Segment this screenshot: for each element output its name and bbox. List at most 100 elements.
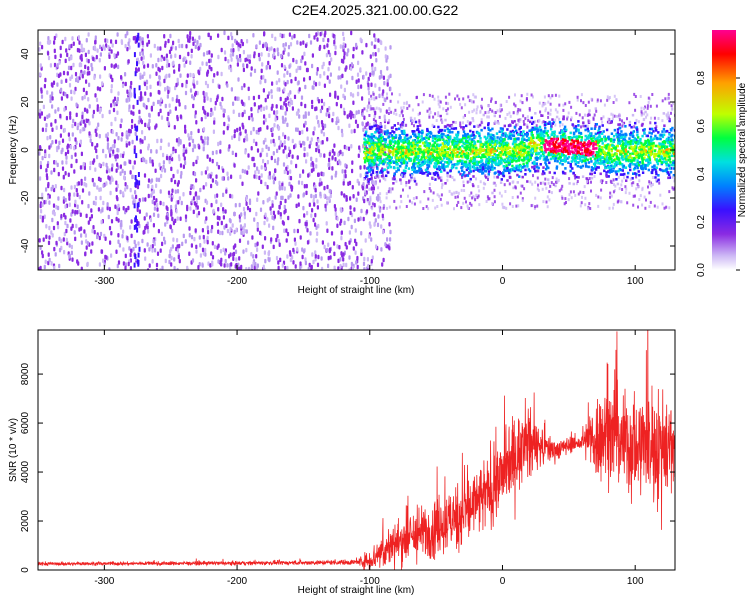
heatmap-cell [117, 91, 120, 96]
heatmap-cell [346, 114, 349, 119]
heatmap-cell [284, 198, 287, 204]
heatmap-cell [359, 173, 362, 178]
heatmap-cell [124, 187, 127, 192]
heatmap-cell [341, 73, 344, 79]
heatmap-cell [196, 155, 199, 161]
heatmap-cell [511, 150, 515, 153]
heatmap-cell [457, 138, 460, 141]
heatmap-cell [293, 144, 296, 150]
heatmap-cell [172, 173, 175, 179]
heatmap-cell [541, 114, 544, 117]
heatmap-cell [134, 182, 137, 188]
heatmap-cell [455, 166, 458, 170]
heatmap-cell [479, 137, 482, 140]
heatmap-cell [519, 126, 522, 130]
heatmap-cell [66, 145, 69, 150]
heatmap-cell [273, 48, 276, 53]
heatmap-cell [316, 37, 319, 42]
heatmap-cell [139, 91, 143, 96]
heatmap-cell [160, 173, 163, 179]
heatmap-cell [378, 86, 381, 92]
heatmap-cell [189, 72, 192, 78]
heatmap-cell [663, 141, 667, 144]
heatmap-cell [264, 212, 267, 217]
heatmap-cell [177, 137, 181, 142]
heatmap-cell [589, 153, 592, 157]
heatmap-cell [326, 107, 329, 113]
heatmap-cell [665, 158, 668, 162]
heatmap-cell [121, 168, 124, 174]
heatmap-cell [48, 153, 51, 159]
heatmap-cell [301, 129, 304, 135]
heatmap-cell [82, 47, 86, 53]
heatmap-cell [339, 207, 342, 212]
heatmap-cell [136, 179, 138, 185]
heatmap-cell [329, 193, 332, 199]
heatmap-cell [364, 132, 367, 135]
heatmap-cell [584, 143, 588, 146]
heatmap-cell [302, 140, 305, 146]
heatmap-cell [128, 246, 131, 251]
heatmap-cell [141, 51, 144, 56]
heatmap-cell [136, 99, 139, 105]
heatmap-cell [202, 234, 205, 240]
heatmap-cell [650, 171, 654, 175]
heatmap-cell [519, 168, 522, 172]
heatmap-cell [273, 142, 276, 147]
heatmap-cell [166, 85, 169, 91]
heatmap-cell [500, 145, 503, 149]
heatmap-cell [529, 158, 532, 161]
heatmap-cell [82, 161, 85, 167]
heatmap-cell [129, 170, 132, 175]
heatmap-cell [210, 66, 213, 72]
heatmap-cell [48, 40, 51, 45]
heatmap-cell [110, 231, 113, 236]
heatmap-cell [637, 164, 641, 167]
heatmap-cell [308, 33, 311, 39]
heatmap-cell [156, 81, 160, 86]
heatmap-cell [354, 238, 357, 244]
heatmap-cell [535, 146, 538, 150]
heatmap-cell [664, 130, 667, 133]
heatmap-cell [126, 46, 129, 52]
heatmap-cell [355, 42, 358, 48]
heatmap-cell [384, 97, 387, 103]
heatmap-cell [250, 113, 253, 118]
heatmap-cell [208, 58, 211, 64]
heatmap-cell [319, 152, 322, 158]
heatmap-cell [435, 171, 438, 175]
heatmap-cell [179, 163, 183, 168]
heatmap-cell [651, 165, 654, 169]
heatmap-cell [513, 152, 517, 156]
heatmap-cell [268, 47, 271, 52]
heatmap-cell [262, 43, 265, 49]
heatmap-cell [260, 107, 263, 112]
heatmap-cell [200, 135, 203, 141]
heatmap-cell [542, 158, 546, 161]
heatmap-cell [242, 67, 245, 73]
heatmap-cell [370, 151, 373, 155]
heatmap-cell [106, 137, 109, 142]
heatmap-cell [303, 77, 306, 82]
heatmap-cell [419, 145, 422, 148]
heatmap-cell [171, 97, 174, 102]
heatmap-cell [617, 123, 620, 126]
heatmap-cell [38, 72, 42, 77]
heatmap-cell [285, 238, 288, 243]
heatmap-cell [223, 225, 226, 230]
heatmap-cell [544, 163, 548, 166]
heatmap-cell [668, 173, 671, 176]
heatmap-cell [266, 159, 269, 165]
heatmap-cell [197, 128, 200, 134]
heatmap-cell [532, 136, 535, 140]
heatmap-cell [390, 156, 393, 159]
heatmap-cell [324, 123, 327, 129]
heatmap-cell [541, 132, 544, 136]
heatmap-cell [168, 103, 171, 108]
heatmap-cell [597, 161, 600, 165]
heatmap-cell [572, 151, 575, 154]
heatmap-cell [644, 164, 647, 168]
heatmap-cell [314, 193, 317, 199]
heatmap-cell [442, 133, 445, 136]
heatmap-cell [584, 134, 587, 138]
